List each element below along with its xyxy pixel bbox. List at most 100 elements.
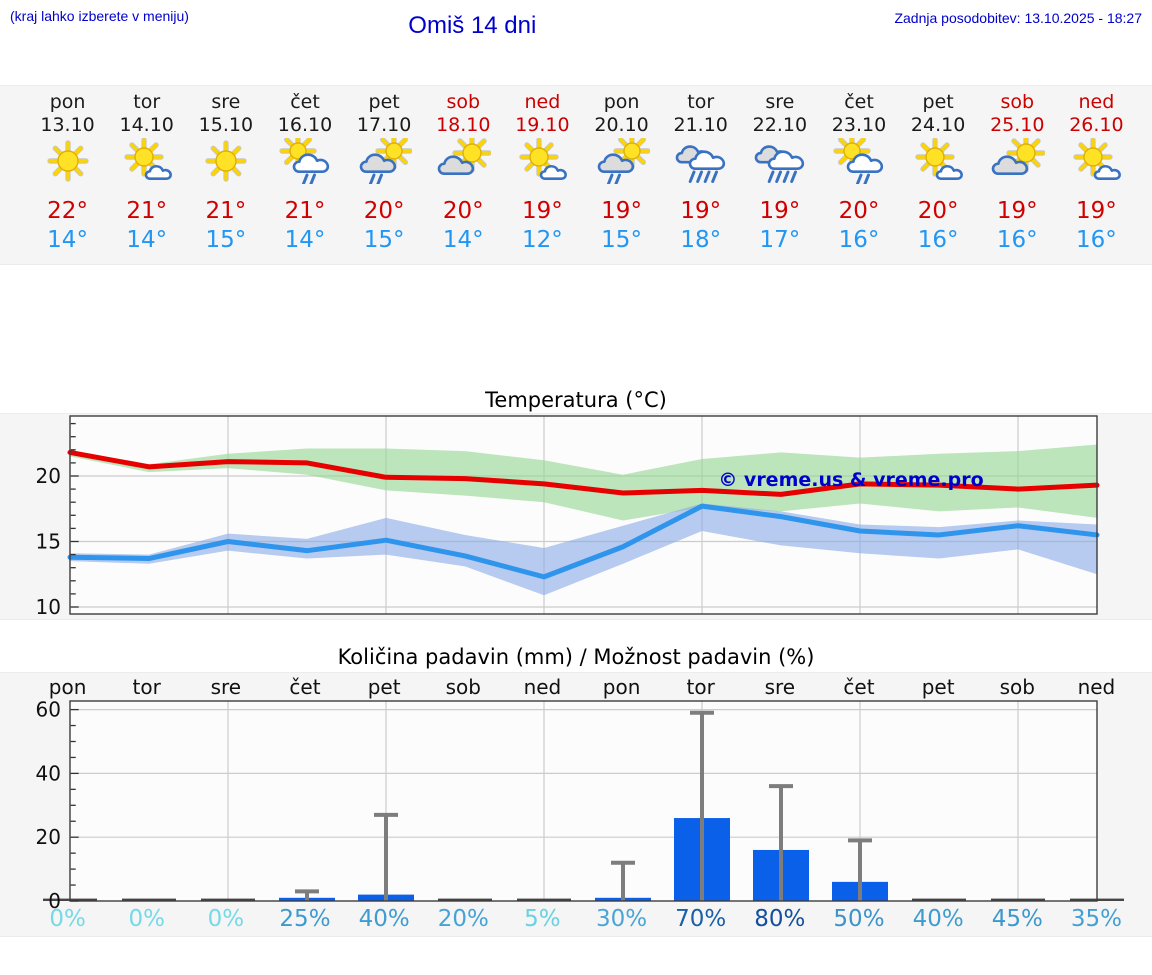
day-name: pon xyxy=(49,91,86,113)
weather-icon-slot xyxy=(345,132,424,194)
day-name: sre xyxy=(765,91,795,113)
precip-day-label: pet xyxy=(367,675,401,699)
precip-day-label: tor xyxy=(686,675,715,699)
precip-day-label: tor xyxy=(132,675,161,699)
clouds-rain-heavy-icon xyxy=(754,145,804,183)
sun-graycloud-rain-icon xyxy=(359,132,413,186)
precip-probability-label: 40% xyxy=(358,906,410,932)
sun-cloud-rain-icon xyxy=(279,132,330,186)
precip-probability-label: 25% xyxy=(279,906,331,932)
temp-chart-title: Temperatura (°C) xyxy=(485,388,667,412)
forecast-day-column: sob 25.10 19° 16° xyxy=(978,86,1057,264)
precip-chart-panel: pon tor sre čet pet sob ned pon tor sre čet pet sob n… xyxy=(0,672,1152,937)
precip-day-label: pon xyxy=(602,675,641,699)
day-name: sob xyxy=(446,91,481,113)
forecast-day-column: pet 17.10 20° 15° xyxy=(345,86,424,264)
precip-probability-label: 50% xyxy=(833,906,885,932)
precip-day-label: pon xyxy=(48,675,87,699)
day-date: 15.10 xyxy=(198,114,254,136)
precip-y-tick-label: 60 xyxy=(36,698,61,722)
weather-icon-slot xyxy=(28,138,107,194)
page-title: Omiš 14 dni xyxy=(408,12,537,39)
precip-day-label: pet xyxy=(921,675,955,699)
forecast-day-column: čet 23.10 20° 16° xyxy=(819,86,898,264)
day-date: 13.10 xyxy=(40,114,95,136)
day-date: 19.10 xyxy=(515,114,570,136)
precip-probability-label: 0% xyxy=(128,906,165,932)
low-temperature: 14° xyxy=(284,227,326,253)
low-temperature: 15° xyxy=(205,227,247,253)
day-name: čet xyxy=(290,91,320,113)
day-name: ned xyxy=(1078,91,1115,113)
precip-chart-title: Količina padavin (mm) / Možnost padavin … xyxy=(337,645,815,669)
sun-icon xyxy=(46,140,89,182)
precip-probability-label: 35% xyxy=(1070,906,1122,932)
low-temperature: 16° xyxy=(1076,227,1117,253)
sun-small-cloud-icon xyxy=(915,137,964,180)
sun-graycloud-icon xyxy=(991,133,1046,176)
day-date: 20.10 xyxy=(594,114,649,136)
precip-probability-label: 0% xyxy=(49,906,86,932)
day-date: 21.10 xyxy=(673,114,728,136)
sun-graycloud-icon xyxy=(437,133,492,176)
day-date: 24.10 xyxy=(910,114,966,136)
precip-zero-dash xyxy=(991,898,1045,901)
precip-zero-dash xyxy=(201,898,255,901)
temp-chart-svg: 10 15 20 © vreme.us & vreme.pro xyxy=(36,415,1100,619)
precip-probability-label: 0% xyxy=(207,906,245,932)
precip-day-labels: pon tor sre čet pet sob ned pon tor sre čet pet sob n… xyxy=(0,674,1152,700)
precip-day-label: ned xyxy=(1077,675,1116,699)
high-temperature: 19° xyxy=(1076,198,1117,224)
day-name: pet xyxy=(922,91,954,113)
precip-day-label: sob xyxy=(999,675,1035,699)
high-temperature: 21° xyxy=(126,198,168,224)
weather-icon-slot xyxy=(740,138,819,194)
precip-y-tick-label: 0 xyxy=(48,889,61,913)
high-temperature: 20° xyxy=(838,198,880,224)
high-temperature: 21° xyxy=(205,198,247,224)
low-temperature: 15° xyxy=(601,227,642,253)
weather-icon-slot xyxy=(186,138,265,194)
precip-zero-dash xyxy=(517,898,571,901)
high-temperature: 19° xyxy=(680,198,722,224)
low-temperature: 16° xyxy=(917,227,959,253)
day-name: pet xyxy=(368,91,400,113)
high-temperature: 22° xyxy=(47,198,88,224)
precip-day-label: sob xyxy=(445,675,481,699)
day-name: tor xyxy=(133,91,161,113)
low-temperature: 18° xyxy=(680,227,722,253)
weather-icon-slot xyxy=(424,133,503,194)
watermark-text: © vreme.us & vreme.pro xyxy=(718,469,983,491)
forecast-day-column: sob 18.10 20° 14° xyxy=(424,86,503,264)
low-temperature: 16° xyxy=(996,227,1038,253)
precip-y-tick-label: 20 xyxy=(36,825,61,849)
precip-probability-label: 20% xyxy=(437,906,489,932)
day-name: pon xyxy=(603,91,640,113)
high-temperature: 19° xyxy=(522,198,563,224)
forecast-day-column: ned 19.10 19° 12° xyxy=(503,86,582,264)
forecast-day-column: čet 16.10 21° 14° xyxy=(265,86,344,264)
weather-icon-slot xyxy=(899,137,978,194)
precip-zero-dash xyxy=(912,898,966,901)
high-temperature: 20° xyxy=(917,198,959,224)
day-name: sre xyxy=(211,91,241,113)
forecast-day-column: pon 13.10 22° 14° xyxy=(28,86,107,264)
low-temperature: 14° xyxy=(126,227,168,253)
day-date: 22.10 xyxy=(752,114,808,136)
weather-icon-slot xyxy=(819,132,898,194)
precip-day-label: čet xyxy=(289,675,321,699)
weather-icon-slot xyxy=(582,132,661,194)
temp-y-tick-label: 15 xyxy=(36,530,61,554)
precip-probability-row: 0% 0% 0% 25% 40% 20% 5% 30% 70% 80% 50% 40% 45% 35% xyxy=(0,904,1152,934)
forecast-day-column: tor 14.10 21° 14° xyxy=(107,86,186,264)
day-date: 17.10 xyxy=(356,114,412,136)
day-name: čet xyxy=(844,91,874,113)
high-temperature: 19° xyxy=(996,198,1038,224)
weather-icon-slot xyxy=(265,132,344,194)
low-temperature: 16° xyxy=(838,227,880,253)
forecast-day-column: sre 22.10 19° 17° xyxy=(740,86,819,264)
day-name: tor xyxy=(687,91,715,113)
sun-graycloud-rain-icon xyxy=(597,132,651,186)
sun-small-cloud-icon xyxy=(124,137,172,180)
high-temperature: 21° xyxy=(284,198,326,224)
